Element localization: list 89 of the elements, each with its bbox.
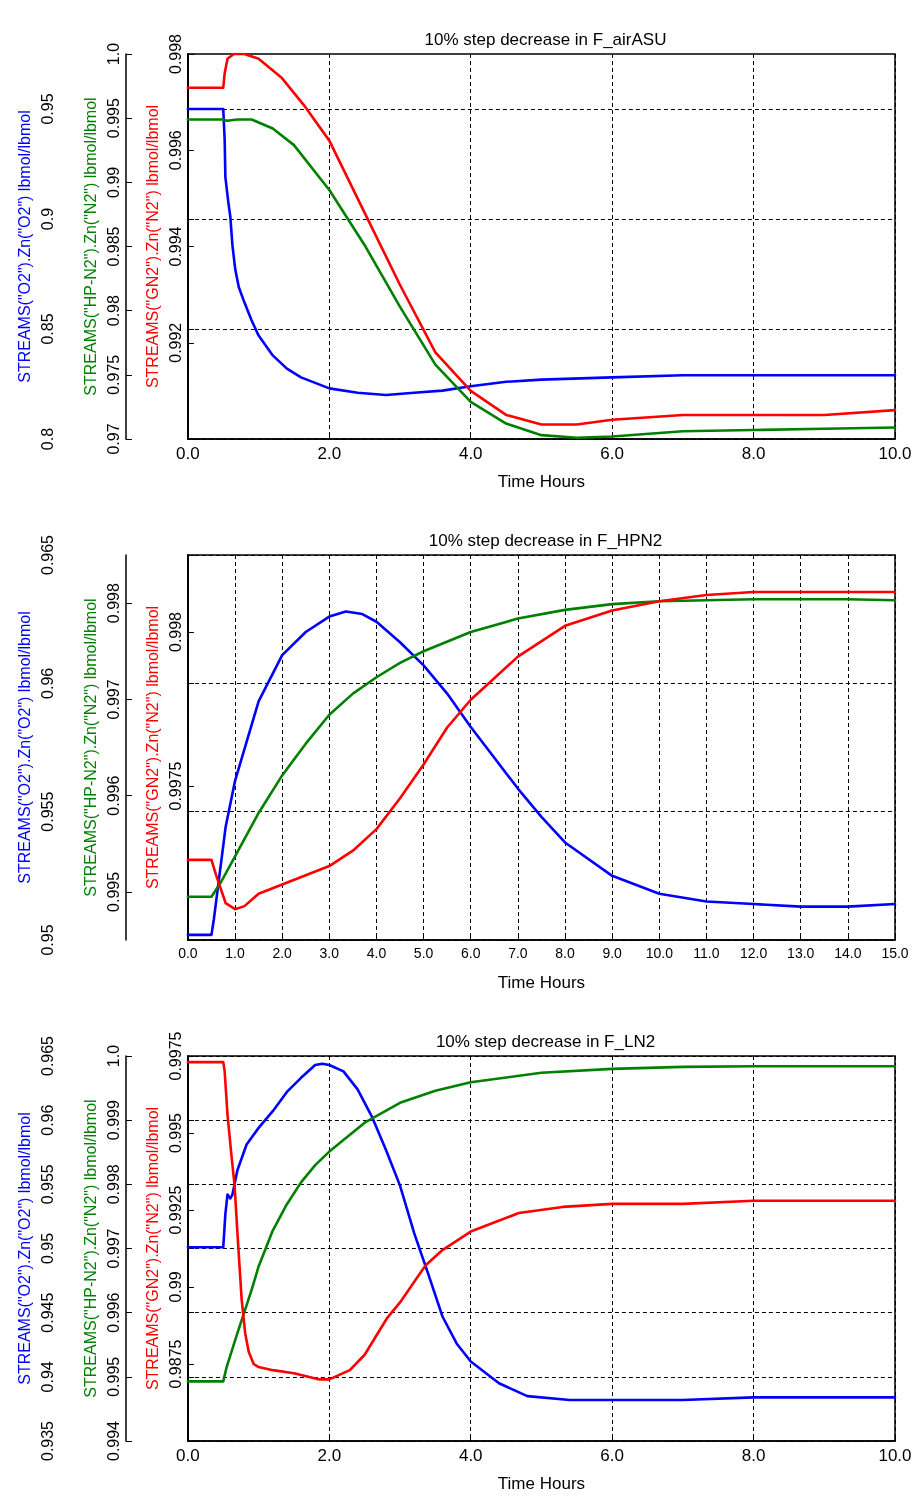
y-tick-label: 0.955: [39, 1164, 57, 1205]
x-tick-label: 0.0: [178, 945, 198, 961]
y3-tick-label: 0.995: [167, 1112, 185, 1154]
x-tick-label: 0.0: [176, 444, 200, 463]
y-tick-label: 0.965: [39, 1035, 57, 1077]
x-axis-title: Time Hours: [497, 973, 586, 992]
y-tick-label: 0.9: [39, 207, 57, 231]
y2-tick-label: 0.998: [105, 583, 123, 624]
y-axis-title: STREAMS("O2").Zn("O2") lbmol/lbmol: [15, 110, 33, 383]
y3-axis-title: STREAMS("GN2").Zn("N2") lbmol/lbmol: [143, 1106, 161, 1391]
x-tick-label: 2.0: [317, 444, 342, 463]
y2-tick-label: 1.0: [105, 1044, 123, 1068]
x-tick-label: 12.0: [739, 945, 768, 961]
x-tick-label: 9.0: [602, 945, 623, 961]
line-series: [186, 52, 897, 426]
y2-tick-label: 0.998: [105, 1164, 123, 1205]
y3-tick-label: 0.994: [167, 226, 185, 267]
y3-tick-label: 0.9975: [167, 1031, 185, 1081]
x-tick-label: 0.0: [176, 1446, 200, 1465]
y3-tick-label: 0.992: [167, 322, 185, 363]
y-tick-label: 0.96: [39, 1104, 57, 1136]
y-tick-label: 0.96: [39, 667, 57, 699]
y3-axis-title: STREAMS("GN2").Zn("N2") lbmol/lbmol: [143, 104, 161, 389]
y3-tick-label: 0.998: [167, 611, 185, 653]
y-tick-label: 0.95: [39, 1232, 57, 1265]
x-tick-label: 10.0: [878, 1446, 912, 1465]
x-tick-label: 4.0: [366, 945, 387, 961]
x-tick-label: 13.0: [787, 945, 815, 961]
x-tick-label: 2.0: [272, 945, 293, 961]
y-tick-label: 0.945: [39, 1292, 57, 1333]
chart-title: 10% step decrease in F_HPN2: [428, 531, 663, 550]
x-tick-label: 15.0: [881, 945, 909, 961]
y3-tick-label: 0.998: [167, 33, 185, 75]
y3-tick-label: 0.9925: [167, 1185, 185, 1235]
y3-tick-label: 0.99: [167, 1271, 185, 1303]
y-axis-title: STREAMS("O2").Zn("O2") lbmol/lbmol: [15, 1112, 33, 1385]
x-tick-label: 10.0: [645, 945, 674, 961]
x-tick-label: 5.0: [413, 945, 434, 961]
y2-tick-label: 1.0: [105, 42, 123, 66]
y2-tick-label: 0.995: [105, 871, 123, 912]
chart-title: 10% step decrease in F_airASU: [424, 30, 667, 49]
chart-title: 10% step decrease in F_LN2: [435, 1032, 656, 1051]
y2-tick-label: 0.97: [105, 423, 123, 455]
y-tick-label: 0.965: [39, 534, 57, 576]
y2-tick-label: 0.99: [105, 166, 123, 198]
line-series: [186, 107, 897, 397]
y3-tick-label: 0.9975: [167, 761, 185, 811]
x-tick-label: 8.0: [741, 1446, 766, 1465]
x-tick-label: 4.0: [458, 444, 483, 463]
x-tick-label: 8.0: [741, 444, 766, 463]
x-tick-label: 2.0: [317, 1446, 342, 1465]
x-tick-label: 14.0: [834, 945, 862, 961]
y3-tick-label: 0.9875: [167, 1339, 185, 1389]
y2-axis-title: STREAMS("HP-N2").Zn("N2") lbmol/lbmol: [81, 598, 99, 897]
y3-axis-title: STREAMS("GN2").Zn("N2") lbmol/lbmol: [143, 605, 161, 890]
y2-axis-title: STREAMS("HP-N2").Zn("N2") lbmol/lbmol: [81, 97, 99, 396]
y-axis-title: STREAMS("O2").Zn("O2") lbmol/lbmol: [15, 611, 33, 884]
y2-tick-label: 0.975: [105, 354, 123, 395]
y2-tick-label: 0.995: [105, 1356, 123, 1397]
y2-tick-label: 0.997: [105, 1228, 123, 1269]
y-tick-label: 0.95: [39, 924, 57, 956]
x-tick-label: 7.0: [508, 945, 528, 961]
x-tick-label: 6.0: [600, 444, 624, 463]
y2-tick-label: 0.994: [105, 1420, 123, 1462]
y3-tick-label: 0.996: [167, 130, 185, 171]
x-tick-label: 1.0: [225, 945, 245, 961]
y2-tick-label: 0.996: [105, 1292, 123, 1333]
y-tick-label: 0.955: [39, 791, 57, 832]
y-tick-label: 0.8: [39, 427, 57, 451]
x-tick-label: 3.0: [319, 945, 340, 961]
y-tick-label: 0.935: [39, 1420, 57, 1462]
y-tick-label: 0.94: [39, 1361, 57, 1393]
x-tick-label: 4.0: [458, 1446, 483, 1465]
y2-axis-title: STREAMS("HP-N2").Zn("N2") lbmol/lbmol: [81, 1099, 99, 1398]
x-tick-label: 6.0: [600, 1446, 624, 1465]
y-tick-label: 0.95: [39, 93, 57, 125]
y2-tick-label: 0.995: [105, 98, 123, 139]
y2-tick-label: 0.98: [105, 294, 123, 327]
y2-tick-label: 0.999: [105, 1100, 123, 1141]
y2-tick-label: 0.997: [105, 679, 123, 720]
x-tick-label: 6.0: [461, 945, 481, 961]
y2-tick-label: 0.985: [105, 226, 123, 267]
x-tick-label: 11.0: [693, 945, 720, 961]
y-tick-label: 0.85: [39, 313, 57, 345]
x-tick-label: 8.0: [555, 945, 575, 961]
x-axis-title: Time Hours: [497, 472, 586, 491]
x-axis-title: Time Hours: [497, 1474, 586, 1493]
x-tick-label: 10.0: [878, 444, 912, 463]
y2-tick-label: 0.996: [105, 775, 123, 816]
